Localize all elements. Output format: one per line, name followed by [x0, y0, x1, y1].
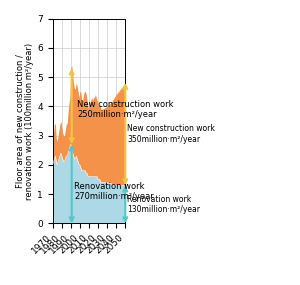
- Text: Renovation work
130million·m²/year: Renovation work 130million·m²/year: [127, 195, 200, 214]
- Text: New construction work
250million·m²/year: New construction work 250million·m²/year: [77, 99, 174, 119]
- Text: New construction work
350million·m²/year: New construction work 350million·m²/year: [127, 125, 215, 144]
- Y-axis label: Floor area of new construction /
renovation work (100million m²/year): Floor area of new construction / renovat…: [15, 42, 34, 199]
- Text: Renovation work
270million·m²/year: Renovation work 270million·m²/year: [74, 182, 154, 201]
